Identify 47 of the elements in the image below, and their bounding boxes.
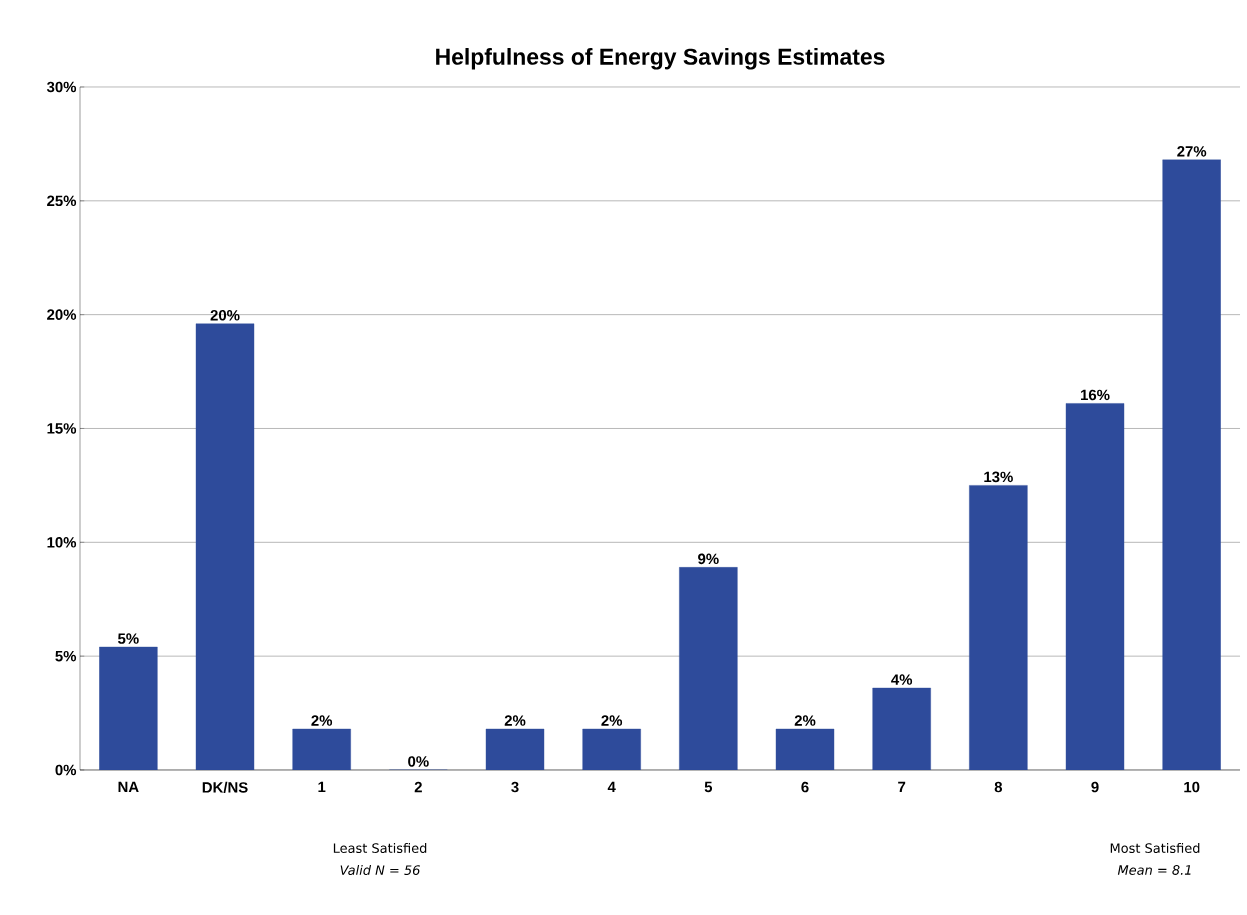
x-tick-label: 5 <box>704 781 713 793</box>
data-label: 0% <box>408 756 429 767</box>
text: Least Satisfied <box>333 842 427 853</box>
text: Valid N = 56 <box>340 864 420 875</box>
bar <box>195 323 255 770</box>
bar <box>1065 403 1125 770</box>
y-tick-label: 30% <box>46 81 77 93</box>
data-label: 27% <box>1177 146 1207 157</box>
data-label: 2% <box>504 715 526 726</box>
y-tick-label: 20% <box>47 309 77 320</box>
bar <box>99 646 158 770</box>
data-label: 16% <box>1081 389 1110 401</box>
x-tick-label: 7 <box>898 781 906 793</box>
y-tick-label: 10% <box>47 537 77 548</box>
data-label: 5% <box>118 633 139 644</box>
x-tick-label: 9 <box>1091 781 1099 793</box>
data-label: 2% <box>794 715 816 726</box>
x-tick-label: 1 <box>318 781 326 793</box>
x-tick-label: 4 <box>607 781 616 793</box>
chart-title: Helpfulness of Energy Savings Estimates <box>436 48 885 70</box>
bar <box>679 567 738 770</box>
bar <box>292 728 351 770</box>
data-label: 9% <box>698 553 719 565</box>
x-tick-label: 3 <box>511 781 519 793</box>
text: Mean = 8.1 <box>1117 865 1191 875</box>
bar <box>485 728 545 770</box>
bar <box>775 728 835 770</box>
x-tick-label: DK/NS <box>202 781 248 793</box>
x-tick-label: 10 <box>1184 781 1200 793</box>
data-label: 2% <box>311 715 333 726</box>
y-tick-label: 0% <box>55 764 77 776</box>
data-label: 4% <box>891 674 913 685</box>
x-tick-label: NA <box>118 781 139 793</box>
text: Most Satisfied <box>1110 842 1200 853</box>
data-label: 20% <box>210 309 240 321</box>
bar <box>969 485 1028 770</box>
x-tick-label: 2 <box>414 781 422 793</box>
y-tick-label: 25% <box>47 195 77 207</box>
y-tick-label: 15% <box>47 423 77 434</box>
data-label: 2% <box>601 715 623 726</box>
x-tick-label: 8 <box>994 781 1003 793</box>
x-tick-label: 6 <box>801 781 809 793</box>
bar <box>582 728 641 770</box>
y-tick-label: 5% <box>55 650 77 662</box>
data-label: 13% <box>984 471 1013 483</box>
bar <box>1162 159 1221 770</box>
bar <box>872 687 931 770</box>
